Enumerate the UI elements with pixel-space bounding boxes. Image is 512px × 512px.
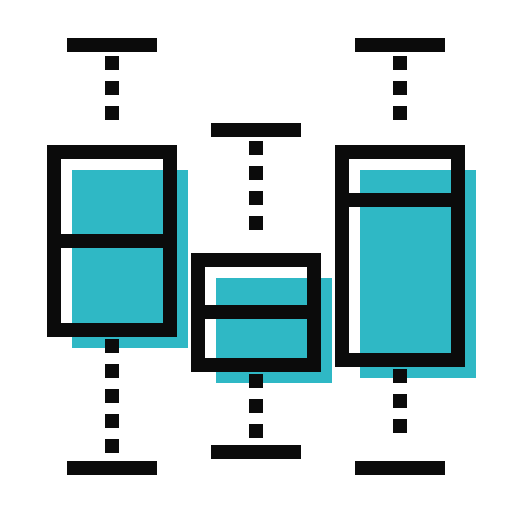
boxplot-icon <box>0 0 512 512</box>
